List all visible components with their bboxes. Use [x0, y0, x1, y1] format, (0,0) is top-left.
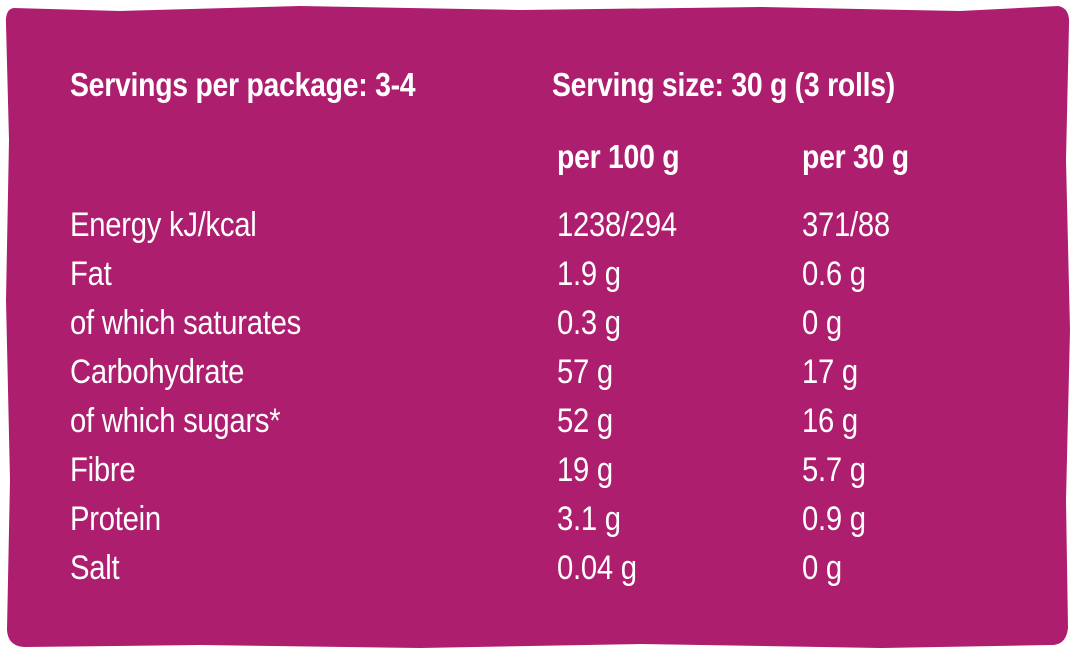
value-per-100g: 0.04 g [557, 549, 637, 587]
servings-per-package: Servings per package: 3-4 [70, 66, 416, 103]
value-per-serving: 0 g [802, 549, 842, 587]
nutrient-label: Carbohydrate [70, 353, 245, 391]
nutrient-label: of which sugars* [70, 402, 281, 440]
value-per-serving: 5.7 g [802, 451, 866, 489]
nutrient-label: Salt [70, 549, 120, 587]
nutrient-label: Fat [70, 255, 112, 293]
nutrient-label: Energy kJ/kcal [70, 206, 257, 244]
value-per-100g: 0.3 g [557, 304, 621, 342]
nutrient-label: of which saturates [70, 304, 302, 342]
value-per-serving: 16 g [802, 402, 858, 440]
column-header-per-serving: per 30 g [802, 138, 909, 175]
value-per-100g: 57 g [557, 353, 613, 391]
value-per-serving: 371/88 [802, 206, 890, 244]
value-per-100g: 3.1 g [557, 500, 621, 538]
value-per-serving: 17 g [802, 353, 858, 391]
nutrient-label: Protein [70, 500, 161, 538]
value-per-100g: 52 g [557, 402, 613, 440]
serving-size: Serving size: 30 g (3 rolls) [552, 66, 895, 103]
nutrient-label: Fibre [70, 451, 136, 489]
value-per-100g: 19 g [557, 451, 613, 489]
value-per-100g: 1238/294 [557, 206, 677, 244]
value-per-100g: 1.9 g [557, 255, 621, 293]
value-per-serving: 0 g [802, 304, 842, 342]
value-per-serving: 0.9 g [802, 500, 866, 538]
value-per-serving: 0.6 g [802, 255, 866, 293]
column-header-per-100g: per 100 g [557, 138, 680, 175]
